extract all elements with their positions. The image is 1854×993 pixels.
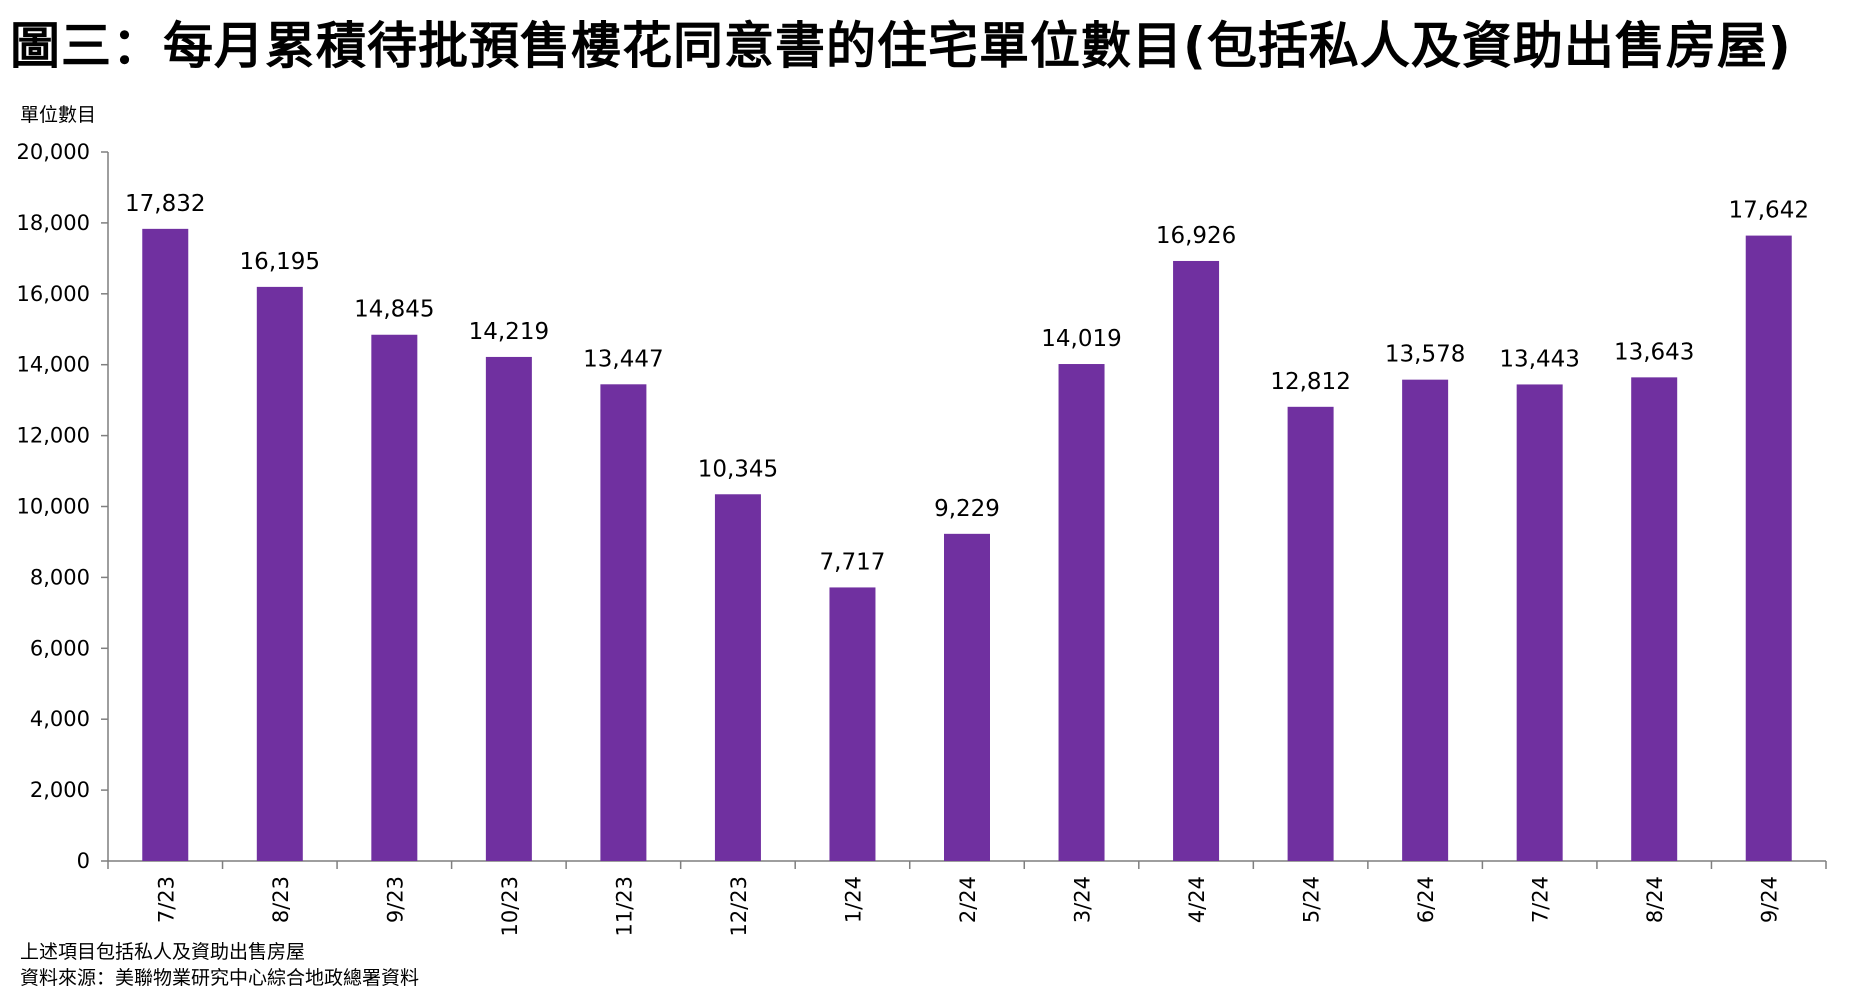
y-tick-label: 20,000 <box>17 140 90 164</box>
x-tick-label: 9/24 <box>1758 876 1782 923</box>
y-tick-label: 0 <box>77 849 90 873</box>
y-tick-label: 18,000 <box>17 211 90 235</box>
data-labels: 17,832 16,195 14,845 14,219 13,447 10,345 7,71… <box>125 191 1809 576</box>
y-tick-label: 6,000 <box>30 636 90 660</box>
data-label: 13,578 <box>1385 342 1465 368</box>
bar <box>1173 260 1220 862</box>
bar <box>1287 406 1334 861</box>
bar <box>1402 379 1449 861</box>
x-tick-label: 7/23 <box>154 876 178 923</box>
y-tick-label: 14,000 <box>17 353 90 377</box>
data-label: 12,812 <box>1270 369 1350 395</box>
x-tick-label: 4/24 <box>1185 876 1209 923</box>
data-label: 7,717 <box>820 549 886 575</box>
y-tick-label: 8,000 <box>30 565 90 589</box>
data-label: 14,845 <box>354 297 434 323</box>
footnote-scope: 上述項目包括私人及資助出售房屋 <box>20 941 306 963</box>
x-tick-label: 11/23 <box>612 876 636 937</box>
y-tick-label: 2,000 <box>30 778 90 802</box>
x-tick-label: 8/24 <box>1643 876 1667 923</box>
y-axis: 0 2,000 4,000 6,000 8,000 10,000 12,000 14,000 1… <box>17 140 109 873</box>
data-label: 13,643 <box>1614 339 1694 365</box>
x-tick-label: 6/24 <box>1414 876 1438 923</box>
y-tick-label: 16,000 <box>17 282 90 306</box>
data-label: 10,345 <box>698 456 778 482</box>
data-label: 17,832 <box>125 191 205 217</box>
y-tick-label: 4,000 <box>30 707 90 731</box>
bar <box>371 334 418 861</box>
bar <box>829 587 876 861</box>
bar <box>1745 235 1792 862</box>
bar <box>1631 377 1678 861</box>
data-label: 13,447 <box>583 346 663 372</box>
data-label: 17,642 <box>1728 198 1808 224</box>
data-label: 13,443 <box>1499 346 1579 372</box>
data-label: 16,195 <box>240 249 320 275</box>
data-label: 14,219 <box>469 319 549 345</box>
y-axis-label: 單位數目 <box>20 104 96 126</box>
bar <box>944 533 990 861</box>
x-tick-label: 8/23 <box>269 876 293 923</box>
x-axis: 7/23 8/23 9/23 10/23 11/23 12/23 1/24 2/24 3/24 4… <box>107 860 1827 937</box>
y-tick-label: 12,000 <box>17 424 90 448</box>
bar <box>714 494 761 861</box>
bar <box>142 228 189 862</box>
bars <box>142 228 1792 862</box>
x-tick-label: 9/23 <box>383 876 407 923</box>
data-label: 16,926 <box>1156 223 1236 249</box>
x-tick-label: 5/24 <box>1300 876 1324 923</box>
y-tick-label: 10,000 <box>17 495 90 519</box>
data-label: 9,229 <box>934 496 1000 522</box>
x-tick-label: 2/24 <box>956 876 980 923</box>
bar <box>1058 364 1105 861</box>
x-tick-label: 12/23 <box>727 876 751 937</box>
chart-title: 圖三：每月累積待批預售樓花同意書的住宅單位數目(包括私人及資助出售房屋) <box>10 17 1792 75</box>
bar <box>1516 384 1563 861</box>
bar <box>256 286 303 862</box>
data-label: 14,019 <box>1041 326 1121 352</box>
x-tick-label: 1/24 <box>841 876 865 923</box>
x-tick-label: 3/24 <box>1071 876 1095 923</box>
footnote-source: 資料來源：美聯物業研究中心綜合地政總署資料 <box>20 967 420 989</box>
bar <box>485 356 532 861</box>
x-tick-label: 10/23 <box>498 876 522 937</box>
x-tick-label: 7/24 <box>1529 876 1553 923</box>
bar <box>600 384 647 861</box>
